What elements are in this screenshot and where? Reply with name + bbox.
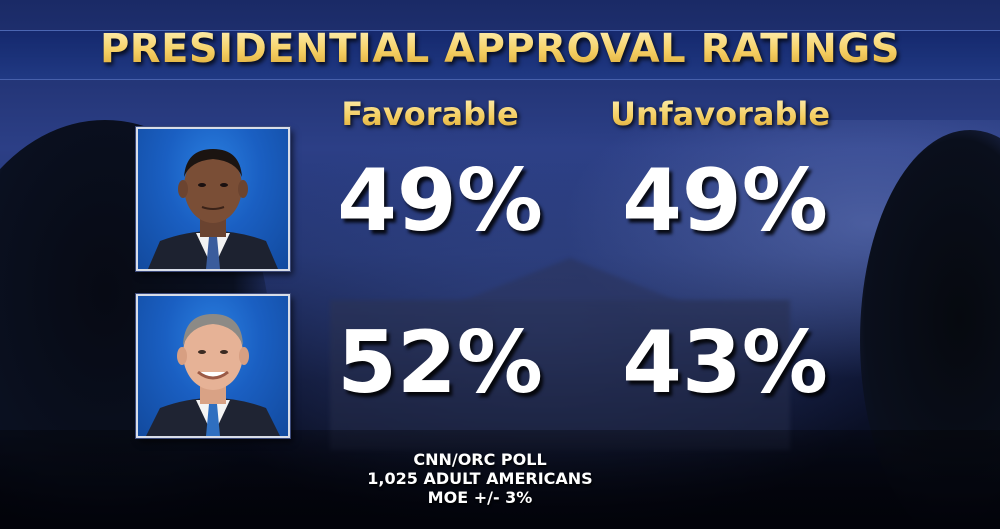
source-line-sample: 1,025 ADULT AMERICANS: [367, 469, 593, 488]
poll-source: CNN/ORC POLL 1,025 ADULT AMERICANS MOE +…: [330, 450, 630, 507]
portrait-2-figure: [146, 314, 280, 436]
title-bar: [0, 30, 1000, 80]
column-header-favorable: Favorable: [330, 95, 530, 133]
source-line-poll: CNN/ORC POLL: [413, 450, 547, 469]
column-header-unfavorable: Unfavorable: [605, 95, 835, 133]
source-line-moe: MOE +/- 3%: [427, 488, 533, 507]
row-2-favorable-value: 52%: [337, 313, 543, 413]
portrait-1-figure: [148, 149, 278, 269]
president-portrait-2: [136, 294, 290, 438]
president-portrait-1: [136, 127, 290, 271]
white-house-silhouette: [330, 300, 790, 450]
row-1-favorable-value: 49%: [337, 151, 543, 251]
row-2-unfavorable-value: 43%: [622, 313, 828, 413]
page-title: PRESIDENTIAL APPROVAL RATINGS: [0, 26, 1000, 72]
ground-shadow: [0, 430, 1000, 529]
white-house-roof-silhouette: [460, 258, 680, 302]
row-1-unfavorable-value: 49%: [622, 151, 828, 251]
